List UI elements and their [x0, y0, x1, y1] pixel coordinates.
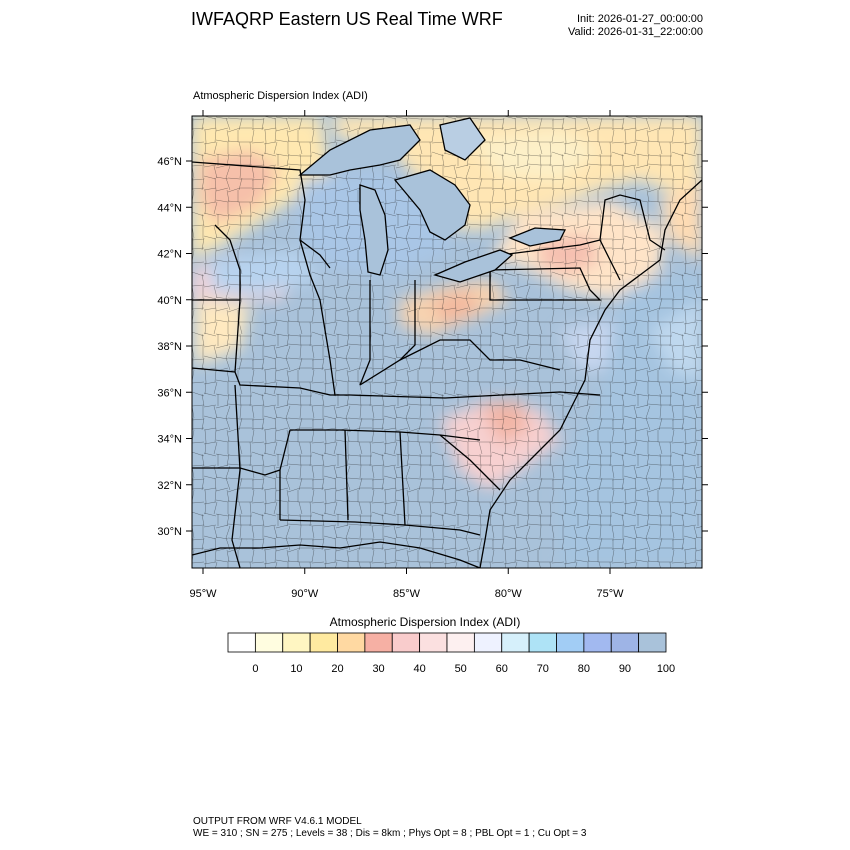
colorbar-bin — [610, 632, 640, 653]
border-ms-west — [279, 429, 291, 520]
colorbar-label: 80 — [578, 663, 590, 675]
lat-tick-label: 42°N — [157, 249, 182, 261]
lat-tick-label: 34°N — [157, 434, 182, 446]
model-info-line2: WE = 310 ; SN = 275 ; Levels = 38 ; Dis … — [193, 828, 587, 839]
colorbar-label: 50 — [455, 663, 467, 675]
border-36n — [192, 367, 601, 399]
border-33n-west — [192, 467, 281, 476]
colorbar-label: 60 — [496, 663, 508, 675]
field-patch-ny-pink — [540, 235, 600, 275]
lake-superior — [298, 124, 421, 176]
init-time: Init: 2026-01-27_00:00:00 — [577, 13, 703, 25]
colorbar-bin — [364, 632, 393, 653]
map-frame — [191, 115, 703, 569]
lat-tick-label: 32°N — [157, 480, 182, 492]
border-mississippi — [299, 239, 336, 396]
lat-tick-label: 38°N — [157, 341, 182, 353]
lat-tick-label: 36°N — [157, 387, 182, 399]
colorbar-label: 40 — [414, 663, 426, 675]
border-ga-sc — [439, 434, 501, 491]
colorbar-bin — [556, 632, 585, 653]
map-variable-label: Atmospheric Dispersion Index (ADI) — [193, 90, 368, 102]
border-ne-ks — [192, 224, 241, 301]
border-ohio-river — [359, 339, 561, 386]
border-al-ga — [399, 431, 406, 526]
lake-nipigon — [439, 117, 486, 161]
colorbar-label: 20 — [331, 663, 343, 675]
colorbar-bin — [282, 632, 311, 653]
border-il-in — [359, 280, 371, 386]
border-ms-al — [344, 429, 349, 521]
border-ar-la — [231, 384, 241, 568]
lake-ontario — [508, 227, 567, 247]
colorbar-label: 0 — [252, 663, 258, 675]
latitude-axis: 30°N 32°N 34°N 36°N 38°N 40°N 42°N 44°N 46°N — [157, 156, 708, 538]
lon-tick-label: 95°W — [189, 588, 217, 600]
lat-tick-label: 46°N — [157, 156, 182, 168]
lon-tick-label: 80°W — [495, 588, 523, 600]
gulf-coast — [192, 541, 481, 568]
colorbar: 0 10 20 30 40 50 60 70 80 90 100 — [227, 632, 675, 675]
lon-tick-label: 85°W — [393, 588, 421, 600]
colorbar-bin — [309, 632, 338, 653]
colorbar-bin — [501, 632, 530, 653]
colorbar-bin — [473, 632, 503, 653]
lake-michigan — [359, 184, 389, 276]
valid-time: Valid: 2026-01-31_22:00:00 — [568, 26, 703, 38]
border-pennsylvania — [489, 267, 602, 301]
map-plot-area — [192, 116, 702, 568]
lon-tick-label: 75°W — [596, 588, 624, 600]
colorbar-bin — [254, 632, 284, 653]
colorbar-label: 100 — [657, 663, 675, 675]
colorbar-bin — [337, 632, 366, 653]
field-patch-atlantic-light — [650, 300, 702, 380]
longitude-axis: 95°W 90°W 85°W 80°W 75°W — [189, 110, 624, 600]
field-patch-ontario — [470, 130, 600, 180]
lat-tick-label: 30°N — [157, 526, 182, 538]
colorbar-label: 10 — [290, 663, 302, 675]
colorbar-bin — [638, 632, 667, 653]
field-patch-carolina-dark — [480, 400, 530, 445]
field-patch-nw-pink — [200, 150, 280, 225]
border-dakotas — [192, 161, 331, 269]
model-info-line1: OUTPUT FROM WRF V4.6.1 MODEL — [193, 816, 362, 827]
lon-tick-label: 90°W — [291, 588, 319, 600]
lat-tick-label: 40°N — [157, 295, 182, 307]
border-mo-ks — [234, 299, 241, 373]
colorbar-title: Atmospheric Dispersion Index (ADI) — [329, 615, 521, 629]
colorbar-bin — [227, 632, 256, 653]
lake-huron — [393, 169, 471, 241]
lake-erie — [433, 249, 514, 283]
state-borders — [192, 161, 666, 568]
border-vt-nh — [599, 194, 666, 251]
colorbar-label: 90 — [619, 663, 631, 675]
time-info: Init: 2026-01-27_00:00:00 Valid: 2026-01… — [568, 13, 703, 39]
colorbar-label: 30 — [372, 663, 384, 675]
coastlines — [298, 117, 567, 283]
colorbar-bin — [446, 632, 475, 653]
main-title: IWFAQRP Eastern US Real Time WRF — [191, 9, 503, 29]
colorbar-bin — [391, 632, 421, 653]
colorbar-bin — [528, 632, 557, 653]
colorbar-label: 70 — [537, 663, 549, 675]
field-patch-maine — [660, 180, 702, 260]
lat-tick-label: 44°N — [157, 202, 182, 214]
atlantic-coast — [479, 179, 702, 568]
border-in-oh — [399, 280, 416, 361]
colorbar-bin — [419, 632, 448, 653]
model-info: OUTPUT FROM WRF V4.6.1 MODEL WE = 310 ; … — [193, 816, 586, 840]
colorbar-bin — [583, 632, 612, 653]
